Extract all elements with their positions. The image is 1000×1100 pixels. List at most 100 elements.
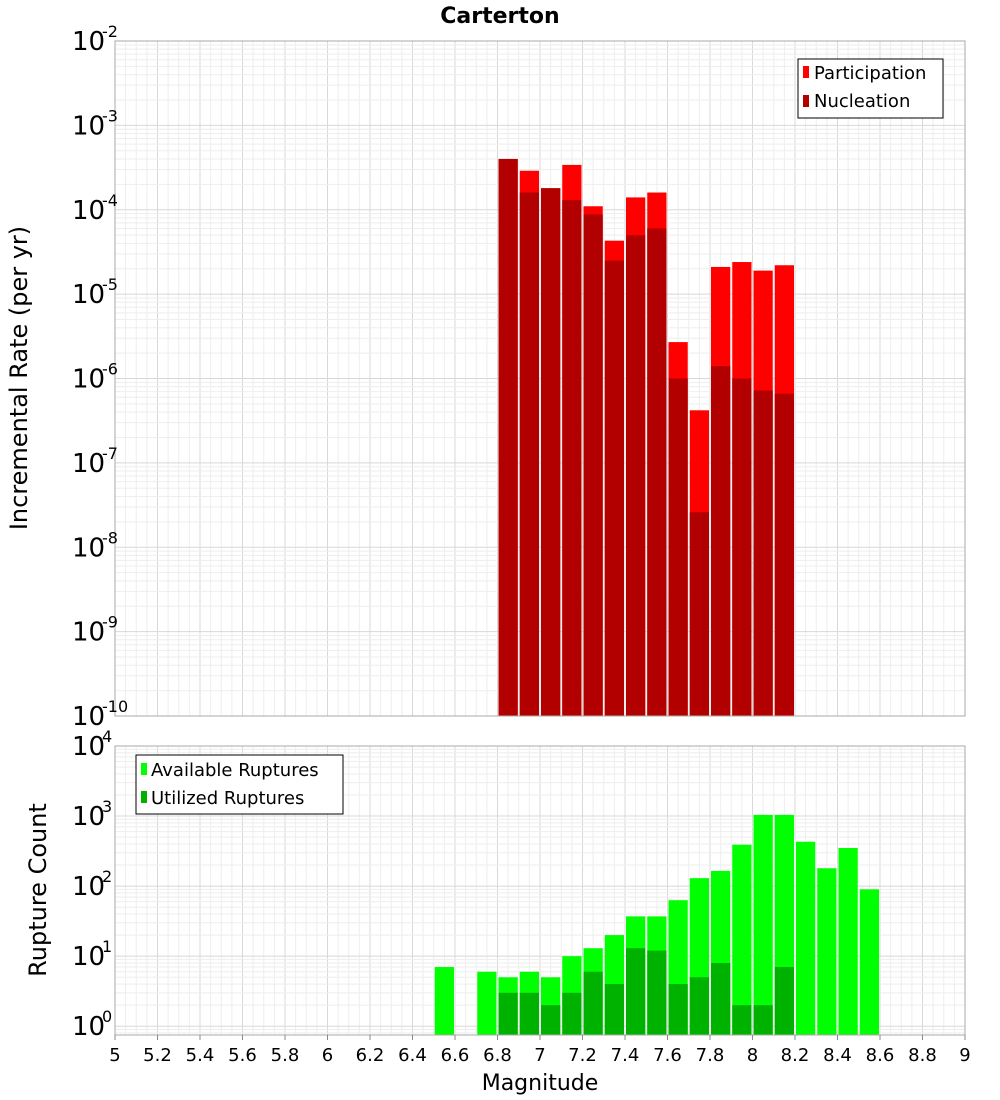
bar-utilized-ruptures [711, 962, 731, 1035]
bar-available-ruptures [817, 868, 837, 1035]
x-tick-label: 8 [747, 1045, 758, 1066]
x-tick-label: 6 [322, 1045, 333, 1066]
bar-utilized-ruptures [626, 948, 646, 1035]
y-tick-base: 10 [72, 27, 105, 57]
y-tick-exponent: -9 [102, 613, 118, 632]
bar-available-ruptures [796, 841, 816, 1035]
y-tick-label: 101 [72, 937, 112, 972]
bar-utilized-ruptures [647, 950, 667, 1035]
legend-swatch-available [141, 763, 147, 775]
y-tick-base: 10 [72, 280, 105, 310]
bar-available-ruptures [477, 971, 497, 1035]
y-tick-exponent: -2 [102, 22, 118, 41]
legend-swatch-participation [803, 66, 809, 78]
bar-available-ruptures [434, 967, 454, 1035]
x-tick-label: 6.2 [356, 1045, 385, 1066]
bottom-legend-box [135, 754, 344, 815]
y-tick-exponent: -4 [102, 191, 118, 210]
y-tick-label: 10-9 [72, 613, 118, 648]
bar-utilized-ruptures [541, 1005, 561, 1035]
y-tick-label: 10-2 [72, 22, 118, 57]
x-tick-label: 8.4 [823, 1045, 852, 1066]
bar-nucleation [604, 260, 624, 716]
y-tick-exponent: -10 [102, 697, 128, 716]
bar-utilized-ruptures [732, 1005, 752, 1035]
top-plot: 10-210-310-410-510-610-710-810-910-10 In… [5, 22, 966, 732]
chart-title: Carterton [440, 4, 559, 29]
y-tick-label: 10-5 [72, 275, 118, 310]
y-tick-base: 10 [72, 618, 105, 648]
bar-utilized-ruptures [753, 1005, 773, 1035]
y-tick-label: 103 [72, 797, 112, 832]
top-legend-box [797, 58, 944, 119]
x-axis-label: Magnitude [482, 1071, 599, 1096]
x-tick-label: 8.8 [908, 1045, 937, 1066]
bar-nucleation [711, 366, 731, 716]
x-tick-label: 5 [109, 1045, 120, 1066]
bar-nucleation [541, 188, 561, 717]
bar-nucleation [647, 228, 667, 716]
y-tick-exponent: -6 [102, 360, 118, 379]
bar-utilized-ruptures [519, 992, 539, 1035]
y-tick-base: 10 [72, 872, 105, 902]
y-tick-exponent: 0 [102, 1007, 112, 1026]
y-tick-label: 102 [72, 867, 112, 902]
x-tick-label: 8.6 [866, 1045, 895, 1066]
y-tick-exponent: -5 [102, 275, 118, 294]
x-tick-label: 7.2 [568, 1045, 597, 1066]
x-tick-label: 7.6 [653, 1045, 682, 1066]
bar-available-ruptures [753, 814, 773, 1035]
bar-utilized-ruptures [774, 967, 794, 1035]
bar-nucleation [689, 512, 709, 716]
legend-label-utilized: Utilized Ruptures [151, 788, 304, 809]
bar-nucleation [732, 378, 752, 716]
bar-available-ruptures [838, 848, 858, 1035]
bar-nucleation [753, 390, 773, 716]
y-tick-base: 10 [72, 942, 105, 972]
y-tick-label: 10-4 [72, 191, 118, 226]
y-tick-base: 10 [72, 449, 105, 479]
bar-utilized-ruptures [562, 992, 582, 1035]
y-tick-exponent: 4 [102, 727, 112, 746]
y-tick-base: 10 [72, 111, 105, 141]
bar-utilized-ruptures [583, 971, 603, 1035]
legend-swatch-nucleation [803, 95, 809, 107]
y-tick-base: 10 [72, 533, 105, 563]
bar-nucleation [774, 393, 794, 716]
bottom-x-ticks: 5 5.2 5.4 5.6 5.8 6 6.2 6.4 6.6 6.8 7 7.2 7.4 7.6 7.8 8… [109, 1035, 971, 1066]
y-tick-exponent: -7 [102, 444, 118, 463]
top-plot-frame [114, 40, 966, 717]
bar-utilized-ruptures [668, 984, 688, 1035]
bar-nucleation [519, 192, 539, 717]
bar-utilized-ruptures [689, 977, 709, 1035]
legend-label-participation: Participation [814, 63, 926, 84]
y-tick-label: 100 [72, 1007, 112, 1042]
x-tick-label: 5.4 [186, 1045, 215, 1066]
x-tick-label: 9 [959, 1045, 970, 1066]
x-tick-label: 5.2 [143, 1045, 172, 1066]
y-tick-exponent: 1 [102, 937, 112, 956]
y-tick-base: 10 [72, 365, 105, 395]
y-tick-base: 10 [72, 732, 105, 762]
y-tick-label: 10-10 [72, 697, 128, 732]
bar-nucleation [498, 158, 518, 717]
y-tick-label: 10-8 [72, 528, 118, 563]
x-tick-label: 7.4 [611, 1045, 640, 1066]
bar-utilized-ruptures [498, 992, 518, 1035]
x-tick-label: 6.4 [398, 1045, 427, 1066]
bar-available-ruptures [859, 889, 879, 1035]
top-y-ticks: 10-210-310-410-510-610-710-810-910-10 [72, 22, 128, 732]
y-tick-exponent: -3 [102, 106, 118, 125]
y-tick-exponent: -8 [102, 528, 118, 547]
x-tick-label: 7.8 [696, 1045, 725, 1066]
x-tick-label: 8.2 [781, 1045, 810, 1066]
y-tick-exponent: 3 [102, 797, 112, 816]
y-tick-exponent: 2 [102, 867, 112, 886]
y-tick-base: 10 [72, 702, 105, 732]
y-tick-label: 10-7 [72, 444, 118, 479]
x-tick-label: 6.8 [483, 1045, 512, 1066]
y-tick-base: 10 [72, 1012, 105, 1042]
